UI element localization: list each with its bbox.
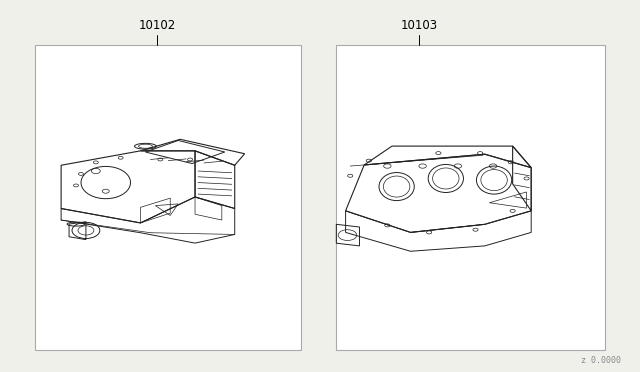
Text: 10103: 10103 — [401, 19, 438, 32]
Text: 10102: 10102 — [138, 19, 175, 32]
Text: z 0.0000: z 0.0000 — [581, 356, 621, 365]
Bar — [336, 45, 605, 350]
Bar — [35, 45, 301, 350]
